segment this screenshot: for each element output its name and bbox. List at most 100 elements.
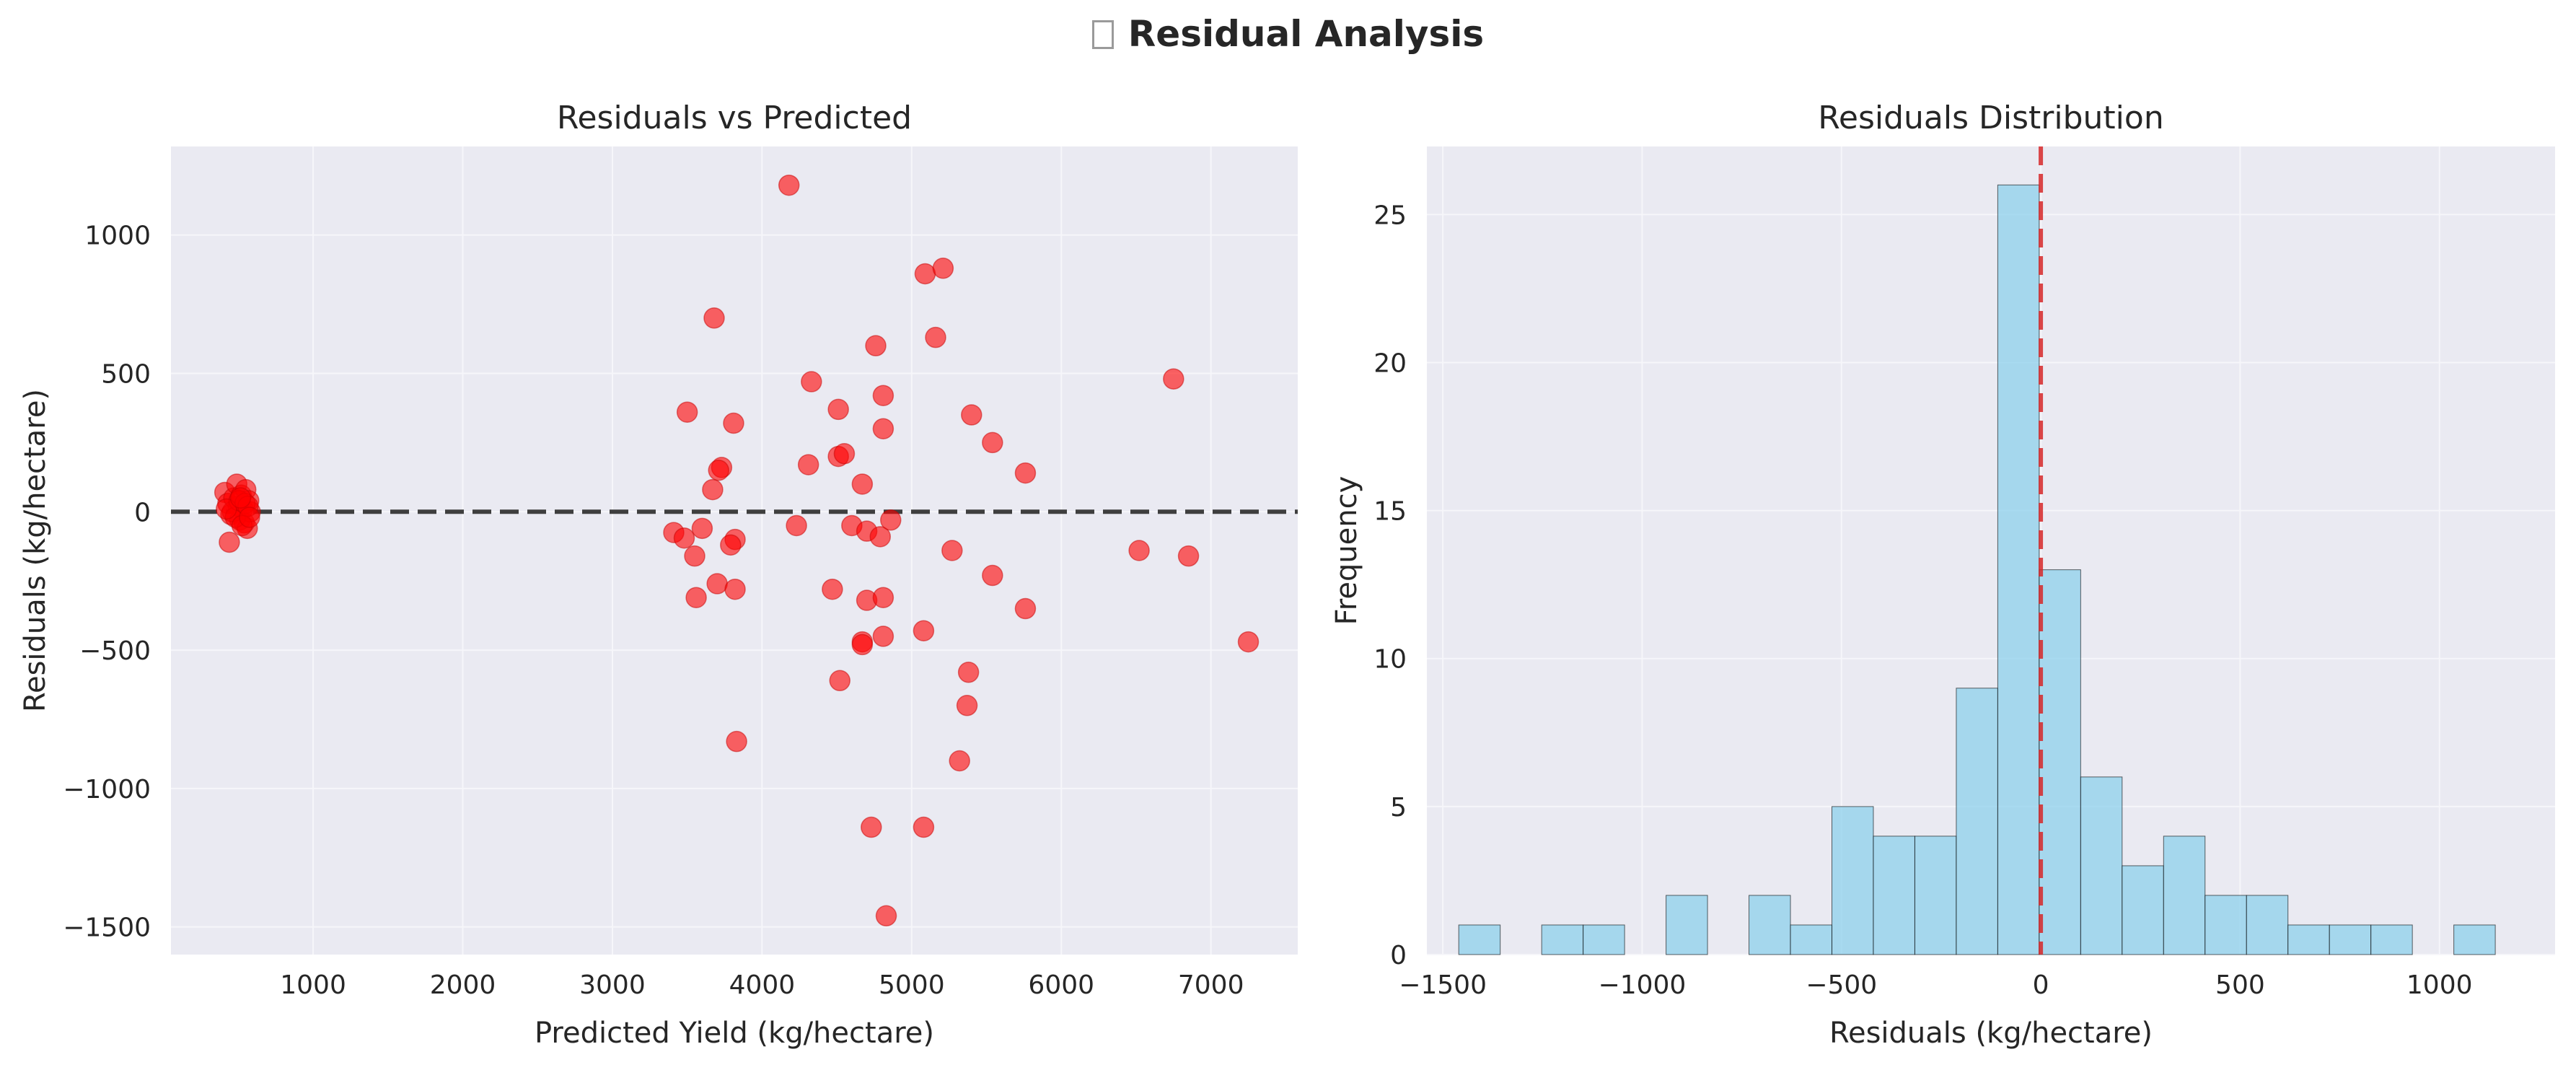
x-tick-label: −500	[1806, 970, 1877, 1000]
residual-point	[872, 587, 894, 608]
residual-point	[706, 573, 728, 595]
residual-point	[956, 695, 978, 716]
histogram-bar	[1831, 806, 1874, 955]
residual-point	[684, 545, 705, 567]
y-tick-label: 15	[1373, 497, 1407, 527]
residual-point	[691, 517, 713, 540]
residual-point	[786, 514, 807, 537]
residual-point	[676, 401, 698, 423]
x-tick-labels: −1500 −1000 −500 0 500 1000	[1399, 970, 2472, 1000]
histogram-bar	[2163, 836, 2206, 955]
y-tick-label: 25	[1373, 201, 1407, 230]
residual-point	[829, 670, 850, 692]
histogram-bar	[2329, 924, 2372, 955]
residual-point	[801, 371, 822, 393]
residual-point	[880, 509, 902, 531]
x-tick-label: 0	[2033, 970, 2049, 1000]
histogram-bar	[1914, 836, 1957, 955]
residual-point	[872, 626, 894, 647]
residual-point	[723, 412, 744, 434]
figure-title-text: Residual Analysis	[1127, 13, 1485, 55]
residual-point	[1237, 631, 1260, 653]
y-tick-label: 500	[101, 360, 151, 390]
histogram-bar	[2453, 924, 2496, 955]
residual-point	[822, 578, 843, 600]
residual-point	[827, 398, 849, 421]
residual-point	[1014, 462, 1037, 484]
residual-point	[239, 507, 260, 528]
residual-point	[865, 335, 887, 356]
residuals-vs-predicted-chart: 1000 2000 3000 4000 5000 6000 7000 −1500−1000−…	[19, 100, 1298, 1050]
residual-point	[708, 460, 729, 481]
residual-point	[851, 633, 874, 656]
y-tick-label: 0	[134, 498, 151, 527]
residual-point	[720, 534, 742, 556]
scatter-points	[214, 174, 1260, 927]
histogram-bar	[1790, 924, 1832, 955]
x-axis-label: Residuals (kg/hectare)	[1829, 1017, 2153, 1050]
x-tick-label: 1000	[2406, 970, 2473, 1000]
histogram-bar	[2204, 895, 2247, 955]
x-tick-label: −1500	[1399, 970, 1487, 1000]
x-axis-label: Predicted Yield (kg/hectare)	[535, 1017, 934, 1050]
residual-point	[797, 454, 819, 475]
x-tick-label: 6000	[1028, 970, 1094, 1000]
residual-point	[833, 443, 856, 465]
x-tick-label: 2000	[430, 970, 496, 1000]
residual-point	[941, 540, 963, 561]
chart-title: Residuals Distribution	[1818, 100, 2163, 136]
missing-emoji-icon	[1091, 20, 1114, 49]
residual-point	[1128, 540, 1150, 561]
y-tick-label: 0	[1390, 941, 1407, 970]
histogram-bar	[1749, 895, 1791, 955]
residual-point	[724, 578, 746, 600]
y-tick-label: 10	[1373, 645, 1407, 675]
residual-point	[685, 587, 707, 608]
residual-point	[913, 816, 935, 838]
histogram-bar	[1873, 836, 1915, 955]
histogram-bar	[1956, 688, 1998, 955]
y-axis-label: Frequency	[1330, 476, 1363, 626]
residual-point	[914, 263, 936, 285]
y-tick-label: 20	[1373, 348, 1407, 378]
residual-point	[982, 564, 1003, 587]
histogram-bar	[1583, 924, 1625, 955]
y-tick-labels: 0 5 10 15 20 25	[1373, 201, 1407, 970]
residual-point	[673, 527, 695, 549]
chart-title: Residuals vs Predicted	[557, 100, 912, 136]
residual-point	[925, 326, 946, 348]
residual-point	[913, 620, 935, 641]
histogram-bars	[1458, 184, 2496, 955]
residual-point	[219, 531, 240, 553]
y-axis-label: Residuals (kg/hectare)	[19, 389, 52, 712]
histogram-bar	[2122, 865, 2164, 955]
residual-point	[872, 385, 894, 406]
y-tick-label: 5	[1390, 793, 1407, 823]
residual-point	[869, 526, 892, 548]
residual-point	[957, 662, 980, 683]
residual-point	[982, 431, 1003, 454]
residuals-distribution-chart: −1500 −1000 −500 0 500 1000 0 5 10 15 20 25 Residu…	[1330, 100, 2555, 1050]
x-tick-label: 5000	[879, 970, 945, 1000]
histogram-bar	[2370, 924, 2413, 955]
x-tick-label: 3000	[579, 970, 646, 1000]
residual-point	[961, 404, 983, 426]
histogram-bar	[2080, 776, 2123, 955]
residual-point	[949, 750, 970, 772]
y-tick-label: 1000	[84, 222, 151, 251]
residual-point	[702, 478, 724, 501]
residual-point	[726, 730, 747, 753]
y-tick-labels: −1500 −1000 −500 0 500 1000	[63, 222, 151, 943]
x-tick-label: 1000	[280, 970, 346, 1000]
y-tick-label: −500	[79, 636, 151, 666]
residual-point	[861, 816, 882, 838]
x-tick-labels: 1000 2000 3000 4000 5000 6000 7000	[280, 970, 1244, 1000]
x-tick-label: −1000	[1599, 970, 1687, 1000]
residual-point	[1163, 368, 1184, 390]
x-tick-label: 500	[2215, 970, 2265, 1000]
residual-point	[1177, 545, 1200, 567]
residual-point	[932, 258, 954, 279]
histogram-bar	[1458, 924, 1501, 955]
histogram-bar	[1541, 924, 1584, 955]
